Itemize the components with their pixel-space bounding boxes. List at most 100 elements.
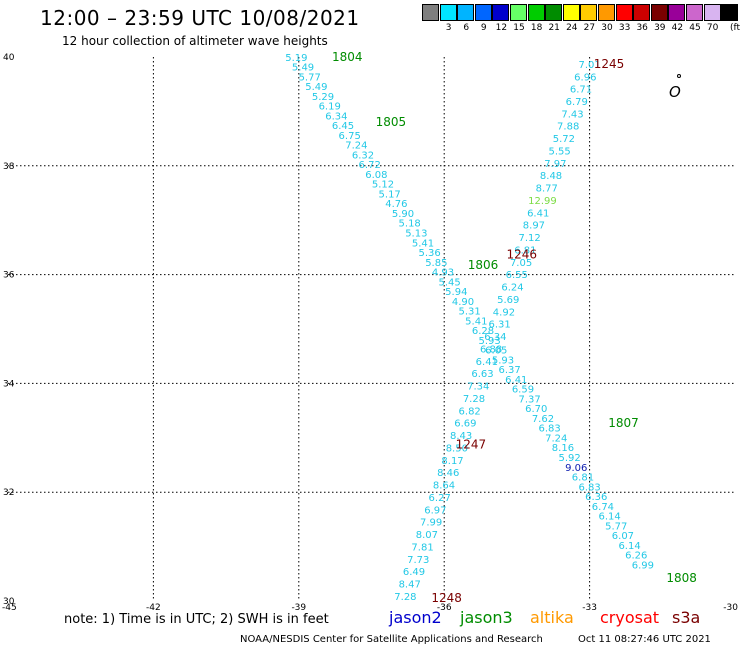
legend-swatch (668, 4, 686, 21)
wave-height-value: 5.18 (399, 219, 421, 230)
wave-height-value: 7.37 (518, 394, 540, 405)
legend-tick-label: 30 (601, 23, 613, 33)
wave-height-value: 5.92 (558, 453, 580, 464)
satellite-label-jason3: jason3 (460, 608, 513, 627)
wave-height-value: 7.62 (532, 414, 554, 425)
wave-height-value: 6.63 (471, 369, 493, 380)
wave-height-value: 5.85 (425, 258, 447, 269)
map-grid (8, 57, 735, 601)
wave-height-value: 6.71 (570, 85, 592, 96)
time-label: 1246 (506, 247, 537, 261)
axis-labels: -45 -42 -39 -36 -33 -30 30 32 34 36 38 40 (2, 53, 738, 613)
legend-swatch (510, 4, 527, 21)
wave-height-value: 6.32 (352, 150, 374, 161)
wave-height-value: 12.99 (528, 196, 557, 207)
note-text: note: 1) Time is in UTC; 2) SWH is in fe… (64, 612, 329, 627)
wave-height-value: 5.93 (492, 355, 514, 366)
legend-tick-label: 24 (566, 23, 578, 33)
wave-height-value: 6.49 (403, 567, 425, 578)
wave-height-value: 6.08 (365, 170, 387, 181)
wave-height-value: 5.77 (299, 72, 321, 83)
wave-height-value: 6.07 (612, 531, 634, 542)
wave-height-value: 5.77 (605, 521, 627, 532)
wave-height-value: 6.79 (566, 97, 588, 108)
legend-swatch (615, 4, 633, 21)
wave-height-value: 5.41 (465, 316, 487, 327)
wave-height-value: 6.55 (506, 270, 528, 281)
wave-height-value: 8.43 (450, 431, 472, 442)
wave-height-value: 5.69 (497, 295, 519, 306)
time-labels: 1804 1805 1806 1807 1808 1245 1246 1247 1248 (332, 50, 697, 605)
wave-height-value: 5.31 (459, 307, 481, 318)
legend-tick-label: 12 (495, 23, 508, 33)
wave-height-value: 7.24 (345, 141, 367, 152)
wave-height-value: 8.48 (540, 171, 562, 182)
legend-tick-label: 6 (463, 23, 470, 33)
wave-height-value: 7.81 (411, 542, 433, 553)
lon-tick-label: -42 (146, 603, 161, 613)
wave-height-value: 5.93 (479, 336, 501, 347)
track-b: 7.016.96 6.716.797.43 7.885.725.55 7.978.48… (394, 60, 600, 603)
legend-tick-label: 9 (480, 23, 487, 33)
marker-dot (677, 74, 681, 78)
wave-height-value: 7.99 (420, 518, 442, 529)
wave-height-value: 6.75 (339, 131, 361, 142)
legend-swatch (598, 4, 615, 21)
legend-tick-label: 36 (636, 23, 648, 33)
wave-height-value: 6.34 (325, 111, 347, 122)
wave-height-value: 6.41 (476, 357, 498, 368)
wave-height-value: 5.90 (392, 209, 414, 220)
wave-height-value: 6.70 (525, 404, 547, 415)
wave-height-value: 6.82 (459, 406, 481, 417)
wave-height-value: 5.17 (379, 189, 401, 200)
wave-height-value: 5.45 (439, 277, 461, 288)
wave-height-value: 4.92 (493, 307, 515, 318)
legend-tick-label: 33 (618, 23, 631, 33)
lat-tick-label: 38 (3, 162, 15, 172)
wave-height-value: 6.59 (512, 385, 534, 396)
wave-height-value: 6.27 (429, 493, 451, 504)
legend-swatch (686, 4, 703, 21)
wave-height-value: 6.36 (585, 492, 607, 503)
legend-tick-label: 3 (445, 23, 452, 33)
wave-height-value: 6.19 (319, 102, 341, 113)
legend-swatch (580, 4, 598, 21)
legend-swatch (545, 4, 563, 21)
wave-height-value: 5.55 (548, 146, 570, 157)
credit-text: NOAA/NESDIS Center for Satellite Applica… (240, 634, 543, 645)
satellite-label-cryosat: cryosat (600, 608, 660, 627)
lat-tick-label: 40 (3, 53, 15, 63)
lat-tick-label: 36 (3, 271, 15, 281)
satellite-label-altika: altika (530, 608, 574, 627)
location-marker: O (669, 74, 681, 101)
wave-height-value: 5.36 (419, 248, 441, 259)
lon-tick-label: -39 (291, 603, 306, 613)
wave-height-value: 6.83 (578, 482, 600, 493)
wave-height-value: 6.74 (592, 502, 614, 513)
satellite-label-jason2: jason2 (389, 608, 442, 627)
wave-height-value: 6.31 (489, 320, 511, 331)
legend-swatch (457, 4, 475, 21)
time-label: 1245 (594, 57, 625, 71)
wave-height-value: 7.88 (557, 122, 579, 133)
wave-height-value: 7.34 (467, 382, 489, 393)
lat-tick-label: 34 (3, 379, 15, 389)
wave-height-value: 5.49 (305, 82, 327, 93)
wave-height-value: 7.43 (561, 109, 583, 120)
legend-swatch (650, 4, 668, 21)
wave-height-value: 6.26 (625, 551, 647, 562)
wave-height-value: 5.12 (372, 180, 394, 191)
wave-height-value: 8.17 (441, 456, 463, 467)
wave-height-value: 4.93 (432, 268, 454, 279)
lon-tick-label: -33 (582, 603, 597, 613)
time-label: 1804 (332, 50, 363, 64)
wave-height-value: 8.64 (433, 481, 455, 492)
time-label: 1805 (376, 115, 407, 129)
legend-swatch (422, 4, 439, 21)
wave-height-value: 7.28 (463, 394, 485, 405)
legend-tick-label: 15 (513, 23, 525, 33)
wave-height-value: 6.14 (598, 512, 620, 523)
wave-height-value: 6.34 (484, 332, 506, 343)
wave-height-value: 8.77 (536, 184, 558, 195)
